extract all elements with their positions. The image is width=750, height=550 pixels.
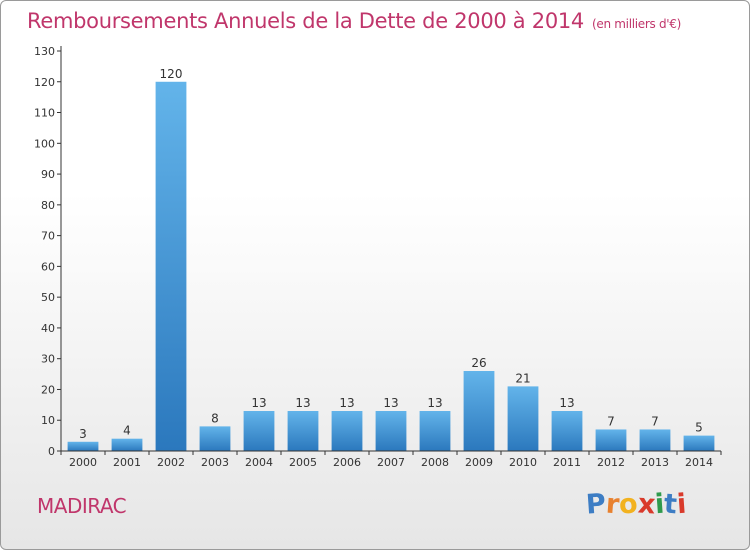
x-tick-label: 2014 <box>685 456 713 469</box>
x-tick-label: 2012 <box>597 456 625 469</box>
bar <box>419 411 451 451</box>
y-tick-label: 50 <box>41 291 55 304</box>
x-tick-label: 2011 <box>553 456 581 469</box>
x-tick-label: 2004 <box>245 456 273 469</box>
x-tick-label: 2007 <box>377 456 405 469</box>
bar <box>331 411 363 451</box>
x-tick-label: 2001 <box>113 456 141 469</box>
bar <box>463 371 495 451</box>
bar-value-label: 13 <box>295 396 310 410</box>
bar <box>155 81 187 452</box>
bar-value-label: 120 <box>160 67 183 81</box>
bar-value-label: 4 <box>123 424 131 438</box>
x-tick-label: 2002 <box>157 456 185 469</box>
bar-value-label: 7 <box>607 414 615 428</box>
y-tick-label: 80 <box>41 199 55 212</box>
bar <box>551 411 583 451</box>
bar-value-label: 13 <box>427 396 442 410</box>
y-tick-label: 90 <box>41 168 55 181</box>
y-tick-label: 110 <box>34 107 55 120</box>
y-tick-label: 130 <box>34 45 55 58</box>
bar <box>683 435 715 451</box>
bar-value-label: 13 <box>383 396 398 410</box>
bar <box>639 429 671 451</box>
proxiti-logo[interactable]: Proxiti <box>584 488 688 521</box>
bar <box>595 429 627 451</box>
y-tick-label: 40 <box>41 322 55 335</box>
bar-value-label: 26 <box>471 356 486 370</box>
x-tick-label: 2009 <box>465 456 493 469</box>
bar-value-label: 7 <box>651 414 659 428</box>
y-tick-label: 60 <box>41 260 55 273</box>
chart-title: Remboursements Annuels de la Dette de 20… <box>27 9 681 33</box>
y-tick-label: 30 <box>41 353 55 366</box>
x-tick-label: 2006 <box>333 456 361 469</box>
x-tick-label: 2005 <box>289 456 317 469</box>
y-tick-label: 120 <box>34 76 55 89</box>
bar-value-label: 13 <box>559 396 574 410</box>
logo-letter: o <box>618 488 639 521</box>
x-tick-label: 2000 <box>69 456 97 469</box>
bar <box>507 386 539 451</box>
y-tick-label: 10 <box>41 414 55 427</box>
bar-value-label: 3 <box>79 427 87 441</box>
chart-title-text: Remboursements Annuels de la Dette de 20… <box>27 9 584 33</box>
x-tick-label: 2003 <box>201 456 229 469</box>
x-tick-label: 2008 <box>421 456 449 469</box>
logo-letter: P <box>584 488 607 521</box>
bar <box>111 438 143 451</box>
bar <box>375 411 407 451</box>
x-tick-label: 2013 <box>641 456 669 469</box>
bar <box>199 426 231 451</box>
bar-value-label: 5 <box>695 421 703 435</box>
x-tick-label: 2010 <box>509 456 537 469</box>
y-tick-label: 70 <box>41 230 55 243</box>
bar-value-label: 13 <box>339 396 354 410</box>
bar <box>243 411 275 451</box>
town-name: MADIRAC <box>37 494 127 518</box>
y-tick-label: 100 <box>34 137 55 150</box>
bar <box>287 411 319 451</box>
logo-letter: i <box>676 488 688 521</box>
bar-value-label: 13 <box>251 396 266 410</box>
y-tick-label: 0 <box>48 445 55 458</box>
bar-value-label: 8 <box>211 411 219 425</box>
bar-value-label: 21 <box>515 371 530 385</box>
bar <box>67 441 99 451</box>
y-tick-label: 20 <box>41 383 55 396</box>
chart-subtitle: (en milliers d'€) <box>592 17 682 31</box>
